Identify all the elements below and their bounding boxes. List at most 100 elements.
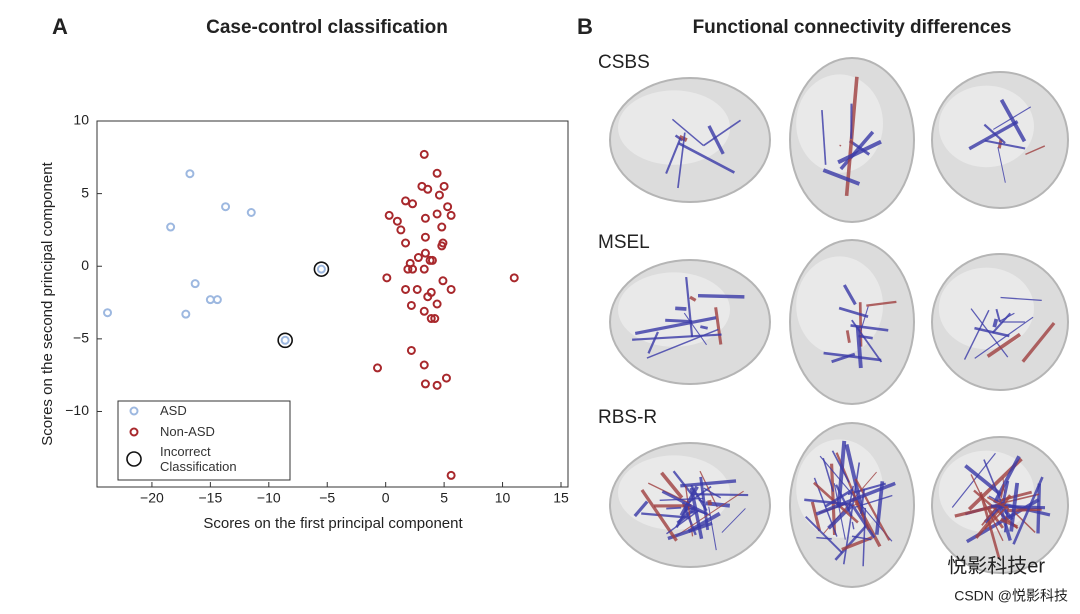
point (185, 169, 195, 179)
connection (1000, 484, 1005, 498)
connection (707, 499, 713, 506)
connection (866, 300, 897, 307)
connection (699, 470, 718, 508)
connection (852, 503, 859, 507)
connection (646, 328, 719, 359)
point (434, 190, 444, 200)
connection (689, 295, 697, 302)
connection (698, 498, 705, 504)
connection (1004, 508, 1007, 514)
connection (633, 500, 649, 518)
point (432, 168, 442, 178)
connection (968, 120, 1019, 151)
point (408, 264, 418, 274)
connection (986, 332, 1022, 358)
connection (851, 521, 855, 530)
y-axis-label: Scores on the second principal component (39, 161, 56, 445)
connection (984, 505, 1009, 530)
connection (963, 309, 990, 360)
point (181, 309, 191, 319)
point (408, 199, 418, 209)
point (430, 314, 440, 324)
connection (684, 485, 694, 537)
connection (822, 457, 835, 492)
x-tick-label: −10 (257, 490, 281, 506)
x-tick-label: 10 (495, 490, 511, 506)
y-tick-label: −5 (73, 330, 89, 346)
point (420, 213, 430, 223)
connection (831, 450, 850, 483)
x-tick-label: −20 (140, 490, 164, 506)
point (372, 363, 382, 373)
point (446, 470, 456, 480)
connection (721, 508, 746, 533)
connection (837, 139, 882, 165)
connection (804, 498, 853, 507)
point (401, 238, 411, 248)
connection (986, 496, 1010, 510)
point (384, 210, 394, 220)
connection (683, 312, 707, 346)
connection (838, 306, 869, 319)
connection (675, 490, 744, 537)
connection (679, 485, 699, 517)
point (221, 202, 231, 212)
x-tick-label: 0 (382, 490, 390, 506)
brain-images (609, 57, 1069, 588)
connection (685, 276, 694, 338)
point (406, 345, 416, 355)
point (419, 360, 429, 370)
connection (1009, 482, 1020, 532)
connection (993, 455, 1021, 504)
connection (1021, 321, 1056, 363)
point (413, 253, 423, 263)
connection (665, 137, 682, 174)
legend-marker (129, 406, 139, 416)
connection (983, 123, 1006, 144)
point (316, 264, 326, 274)
row-label: CSBS (598, 52, 650, 73)
connection (660, 471, 684, 499)
point (212, 295, 222, 305)
connection (984, 139, 1026, 150)
panel-label: B (577, 14, 593, 39)
point (406, 300, 416, 310)
connection (850, 504, 876, 539)
connection (677, 132, 686, 189)
connection (667, 521, 713, 541)
connection (632, 333, 722, 341)
point (432, 299, 442, 309)
point (190, 279, 200, 289)
row-label: RBS-R (598, 407, 657, 428)
connection (707, 125, 725, 155)
connection (979, 491, 1001, 560)
connection (859, 488, 866, 514)
chart-title: Case-control classification (206, 17, 448, 38)
connection (839, 130, 875, 171)
plot-frame (96, 120, 569, 488)
x-tick-label: −15 (198, 490, 222, 506)
connection (834, 523, 869, 561)
connection (964, 464, 1003, 497)
connection (990, 504, 1046, 510)
connection (821, 110, 827, 165)
legend-label: Incorrect Classification (160, 444, 237, 474)
connection (858, 334, 873, 340)
point (103, 308, 113, 318)
connection (666, 506, 682, 510)
y-tick-label: 5 (81, 184, 89, 200)
brain-shade (938, 267, 1034, 350)
point (432, 380, 442, 390)
point (426, 314, 436, 324)
x-tick-label: 15 (553, 490, 569, 506)
connection (999, 98, 1027, 143)
connection (647, 331, 659, 354)
watermark: 悦影科技er (947, 554, 1045, 577)
connection (858, 302, 863, 347)
point (166, 222, 176, 232)
connection (1025, 145, 1046, 156)
y-tick-label: 0 (81, 257, 89, 273)
point (427, 255, 437, 265)
connection (714, 307, 723, 345)
